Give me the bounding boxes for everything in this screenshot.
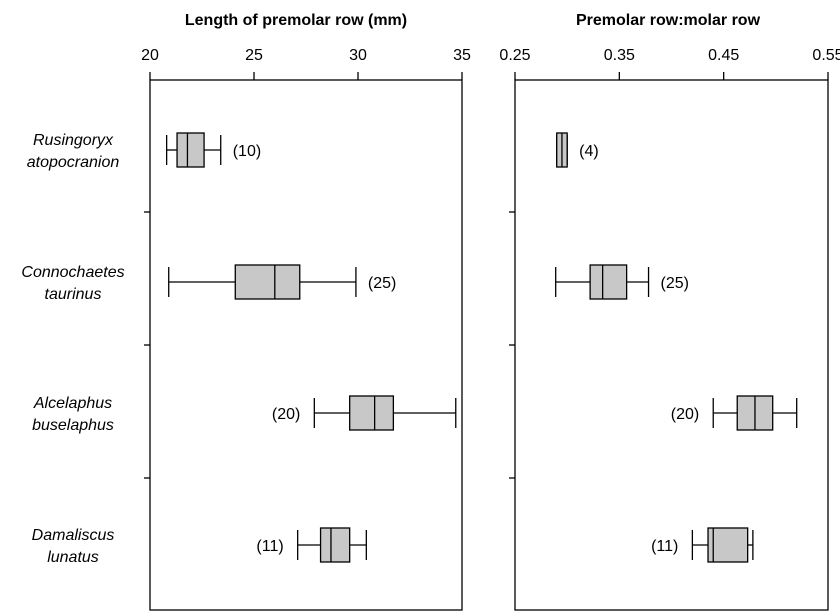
iqr-box bbox=[707, 527, 749, 563]
category-label-line2: atopocranion bbox=[27, 154, 120, 171]
sample-size-label: (20) bbox=[272, 406, 300, 423]
category-labels: Rusingoryx atopocranion Connochaetes taurin… bbox=[21, 132, 124, 566]
panel-title-premolar-length: Length of premolar row (mm) bbox=[185, 12, 407, 29]
iqr-box bbox=[349, 395, 395, 431]
box-plot-row: (20) bbox=[671, 395, 798, 431]
sample-size-label: (11) bbox=[651, 538, 678, 555]
iqr-box bbox=[176, 132, 205, 168]
category-label-line2: lunatus bbox=[47, 549, 99, 566]
panel-premolar-molar-ratio: Premolar row:molar row 0.25 0.35 0.45 0.55 … bbox=[499, 12, 840, 611]
box-plot-row: (25) bbox=[555, 264, 689, 300]
sample-size-label: (11) bbox=[256, 538, 283, 555]
sample-size-label: (25) bbox=[368, 275, 396, 292]
iqr-box bbox=[589, 264, 628, 300]
x-tick-label: 0.45 bbox=[708, 47, 739, 64]
box-plot-row: (4) bbox=[556, 132, 599, 168]
sample-size-label: (10) bbox=[233, 143, 261, 160]
category-label-line1: Connochaetes bbox=[21, 264, 124, 281]
sample-size-label: (4) bbox=[579, 143, 599, 160]
x-tick-label: 30 bbox=[349, 47, 367, 64]
panel-title-premolar-molar-ratio: Premolar row:molar row bbox=[576, 12, 761, 29]
x-tick-label: 0.55 bbox=[812, 47, 840, 64]
category-label-line1: Damaliscus bbox=[32, 527, 115, 544]
x-tick-label: 35 bbox=[453, 47, 471, 64]
category-label-line2: taurinus bbox=[45, 286, 102, 303]
box-plot-row: (20) bbox=[272, 395, 457, 431]
iqr-box bbox=[319, 527, 351, 563]
category-label-line1: Alcelaphus bbox=[33, 395, 112, 412]
category-label-line2: buselaphus bbox=[32, 417, 114, 434]
x-axis-ticks: 20 25 30 35 bbox=[141, 47, 471, 479]
x-tick-label: 0.25 bbox=[499, 47, 530, 64]
box-series: (10) (25) (20) (11) bbox=[165, 132, 457, 563]
x-tick-label: 0.35 bbox=[604, 47, 635, 64]
sample-size-label: (25) bbox=[661, 275, 689, 292]
panel-premolar-length: Length of premolar row (mm) 20 25 30 35 Rus… bbox=[21, 12, 471, 611]
box-plot-row: (11) bbox=[651, 527, 754, 563]
iqr-box bbox=[234, 264, 301, 300]
box-plot-row: (11) bbox=[256, 527, 367, 563]
category-label-line1: Rusingoryx bbox=[33, 132, 114, 149]
x-axis-ticks: 0.25 0.35 0.45 0.55 bbox=[499, 47, 840, 479]
box-series: (4) (25) (20) (11) bbox=[555, 132, 798, 563]
x-tick-label: 25 bbox=[245, 47, 263, 64]
x-tick-label: 20 bbox=[141, 47, 159, 64]
box-plot-row: (10) bbox=[165, 132, 261, 168]
box-plot-row: (25) bbox=[168, 264, 396, 300]
sample-size-label: (20) bbox=[671, 406, 699, 423]
